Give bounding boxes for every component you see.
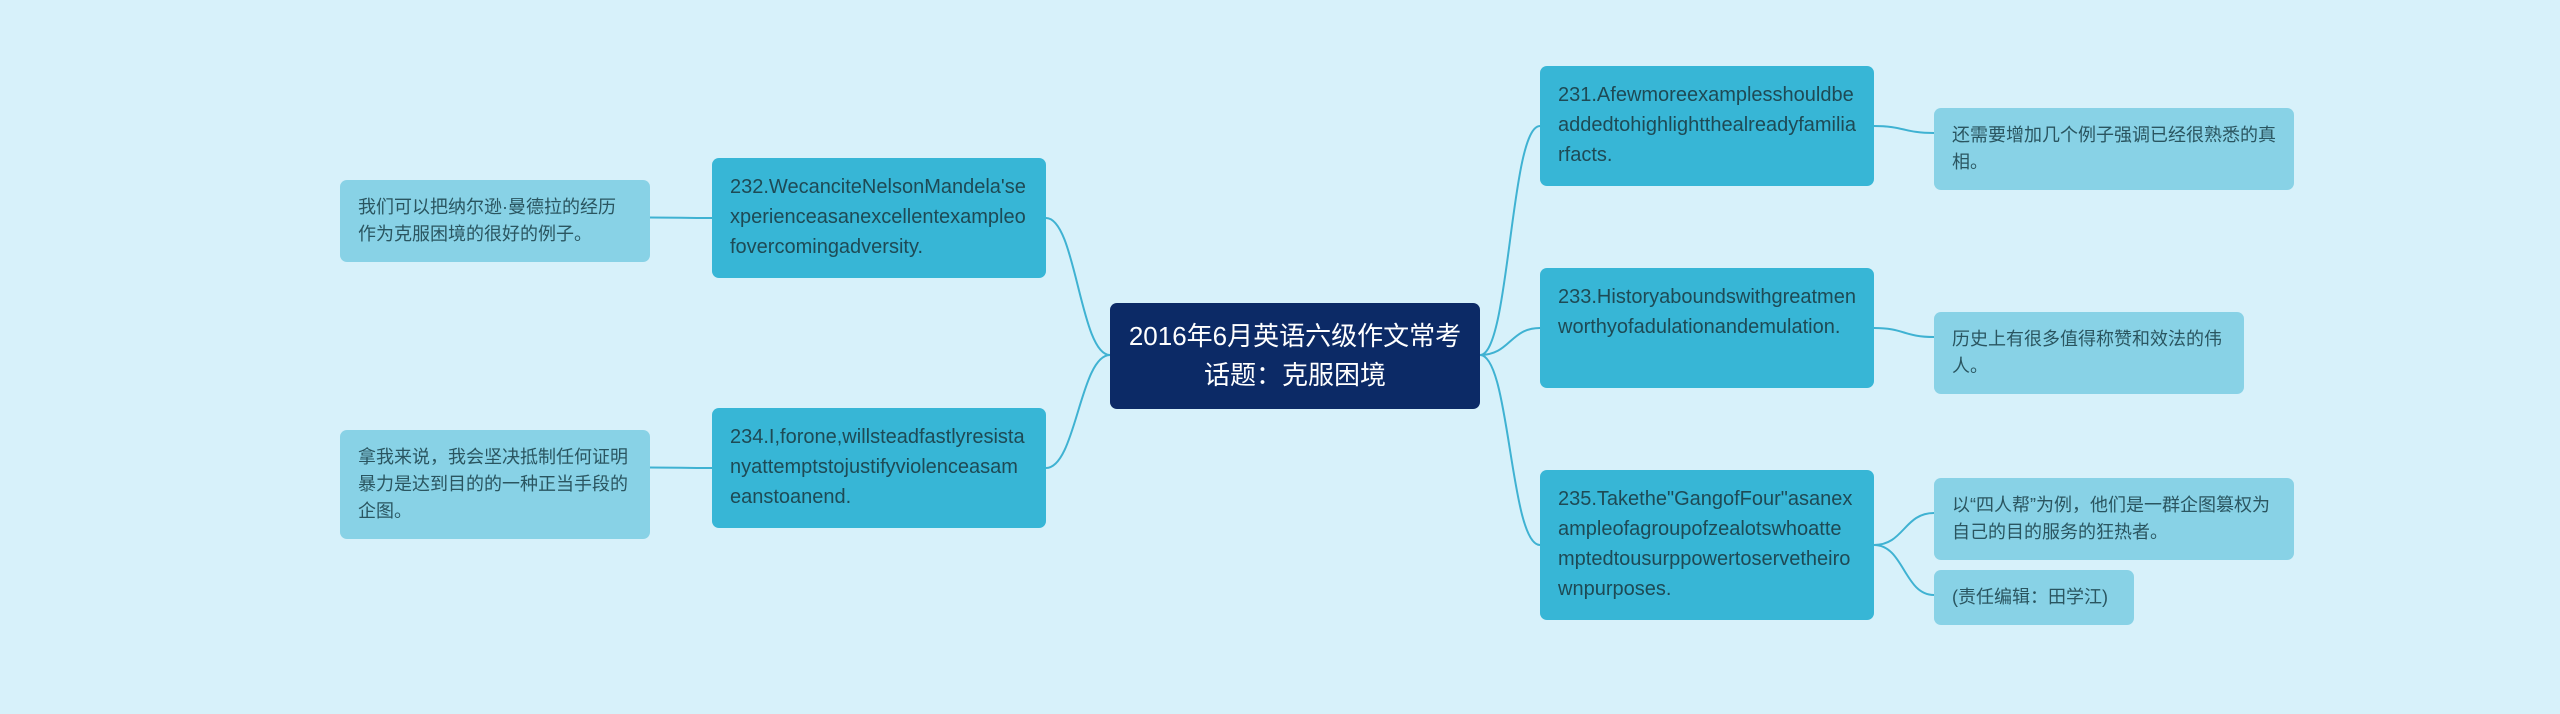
mindmap-node-b235: 235.Takethe"GangofFour"asanexampleofagro… [1540,470,1874,620]
mindmap-node-l233: 历史上有很多值得称赞和效法的伟人。 [1934,312,2244,394]
node-text: 233.Historyaboundswithgreatmenworthyofad… [1558,286,1856,338]
mindmap-node-b234: 234.I,forone,willsteadfastlyresistanyatt… [712,408,1046,528]
mindmap-node-b232: 232.WecanciteNelsonMandela'sexperienceas… [712,158,1046,278]
connector-b235-l235a [1874,513,1934,545]
connector-b234-l234 [650,468,712,469]
node-text: 我们可以把纳尔逊·曼德拉的经历作为克服困境的很好的例子。 [358,197,616,244]
mindmap-node-b231: 231.Afewmoreexamplesshouldbeaddedtohighl… [1540,66,1874,186]
connector-b232-l232 [650,218,712,219]
connector-b231-l231 [1874,126,1934,133]
connector-root-b232 [1046,218,1110,355]
node-text: (责任编辑：田学江) [1952,587,2108,607]
node-text: 231.Afewmoreexamplesshouldbeaddedtohighl… [1558,84,1856,166]
node-text: 234.I,forone,willsteadfastlyresistanyatt… [730,426,1025,508]
connector-b235-l235b [1874,545,1934,595]
node-text: 232.WecanciteNelsonMandela'sexperienceas… [730,176,1026,258]
connector-b233-l233 [1874,328,1934,337]
connector-root-b233 [1480,328,1540,355]
connector-root-b234 [1046,355,1110,468]
node-text: 历史上有很多值得称赞和效法的伟人。 [1952,329,2222,376]
node-text: 以“四人帮”为例，他们是一群企图篡权为自己的目的服务的狂热者。 [1952,495,2270,542]
connector-root-b231 [1480,126,1540,355]
node-text: 还需要增加几个例子强调已经很熟悉的真相。 [1952,125,2276,172]
node-text: 拿我来说，我会坚决抵制任何证明暴力是达到目的的一种正当手段的企图。 [358,447,628,521]
mindmap-node-l235b: (责任编辑：田学江) [1934,570,2134,625]
mindmap-node-b233: 233.Historyaboundswithgreatmenworthyofad… [1540,268,1874,388]
connector-root-b235 [1480,355,1540,545]
node-text: 2016年6月英语六级作文常考话题：克服困境 [1129,321,1461,390]
node-text: 235.Takethe"GangofFour"asanexampleofagro… [1558,488,1852,600]
mindmap-node-l234: 拿我来说，我会坚决抵制任何证明暴力是达到目的的一种正当手段的企图。 [340,430,650,539]
mindmap-node-l231: 还需要增加几个例子强调已经很熟悉的真相。 [1934,108,2294,190]
mindmap-node-l235a: 以“四人帮”为例，他们是一群企图篡权为自己的目的服务的狂热者。 [1934,478,2294,560]
mindmap-node-root: 2016年6月英语六级作文常考话题：克服困境 [1110,303,1480,409]
mindmap-node-l232: 我们可以把纳尔逊·曼德拉的经历作为克服困境的很好的例子。 [340,180,650,262]
